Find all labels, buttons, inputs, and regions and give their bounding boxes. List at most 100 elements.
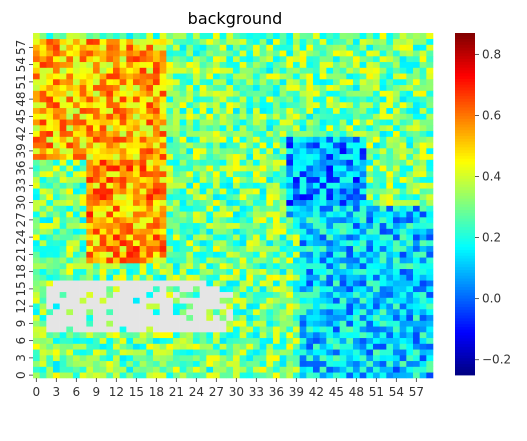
heatmap-cell	[379, 125, 387, 132]
heatmap-cell	[159, 56, 167, 63]
heatmap-cell	[113, 240, 120, 247]
colorbar-segment	[455, 64, 475, 68]
heatmap-cell	[413, 268, 420, 275]
heatmap-cell	[319, 188, 327, 195]
heatmap-cell	[173, 222, 180, 229]
heatmap-cell	[173, 107, 180, 114]
heatmap-cell	[119, 355, 127, 362]
heatmap-cell	[313, 102, 320, 109]
heatmap-cell	[179, 303, 187, 310]
heatmap-cell	[399, 176, 407, 183]
heatmap-cell	[99, 102, 107, 109]
heatmap-cell	[346, 291, 354, 298]
heatmap-cell	[419, 372, 427, 379]
heatmap-cell	[359, 251, 367, 258]
heatmap-cell	[159, 73, 167, 80]
heatmap-cell	[366, 119, 374, 126]
heatmap-cell	[99, 343, 107, 350]
heatmap-cell	[146, 263, 154, 270]
colorbar-segment	[455, 201, 475, 205]
heatmap-cell	[66, 56, 74, 63]
heatmap-cell	[359, 337, 367, 344]
heatmap-cell	[333, 337, 340, 344]
colorbar-segment	[455, 306, 475, 310]
heatmap-cell	[333, 234, 340, 241]
heatmap-cell	[253, 280, 260, 287]
heatmap-cell	[379, 56, 387, 63]
heatmap-cell	[386, 274, 394, 281]
heatmap-cell	[106, 205, 114, 212]
heatmap-cell	[206, 125, 214, 132]
heatmap-cell	[346, 165, 354, 172]
heatmap-cell	[59, 38, 67, 45]
heatmap-cell	[246, 90, 254, 97]
heatmap-cell	[339, 217, 347, 224]
heatmap-cell	[333, 136, 340, 143]
heatmap-cell	[106, 107, 114, 114]
heatmap-cell	[219, 291, 227, 298]
heatmap-cell	[413, 263, 420, 270]
heatmap-cell	[213, 286, 220, 293]
heatmap-cell	[133, 102, 140, 109]
colorbar-segment	[455, 138, 475, 142]
heatmap-cell	[146, 171, 154, 178]
heatmap-cell	[346, 50, 354, 57]
heatmap-cell	[246, 332, 254, 339]
heatmap-cell	[266, 360, 274, 367]
heatmap-cell	[413, 257, 420, 264]
heatmap-cell	[266, 211, 274, 218]
heatmap-cell	[119, 326, 127, 333]
heatmap-cell	[326, 67, 334, 74]
heatmap-cell	[186, 188, 194, 195]
heatmap-cell	[306, 245, 314, 252]
heatmap-cell	[53, 337, 60, 344]
heatmap-cell	[99, 165, 107, 172]
heatmap-cell	[386, 84, 394, 91]
heatmap-cell	[406, 96, 414, 103]
heatmap-cell	[113, 355, 120, 362]
heatmap-cell	[386, 263, 394, 270]
heatmap-cell	[126, 222, 134, 229]
heatmap-cell	[279, 309, 287, 316]
heatmap-cell	[239, 67, 247, 74]
heatmap-cell	[206, 194, 214, 201]
heatmap-cell	[266, 182, 274, 189]
heatmap-cell	[146, 332, 154, 339]
heatmap-cell	[133, 303, 140, 310]
heatmap-cell	[426, 337, 434, 344]
heatmap-cell	[299, 148, 307, 155]
heatmap-cell	[46, 125, 54, 132]
colorbar-segment	[455, 226, 475, 231]
heatmap-cell	[266, 217, 274, 224]
heatmap-cell	[53, 102, 60, 109]
heatmap-cell	[399, 360, 407, 367]
heatmap-cell	[139, 337, 147, 344]
heatmap-cell	[86, 153, 94, 160]
heatmap-cell	[186, 165, 194, 172]
heatmap-cell	[359, 240, 367, 247]
heatmap-cell	[326, 125, 334, 132]
heatmap-cell	[266, 343, 274, 350]
heatmap-cell	[186, 211, 194, 218]
heatmap-cell	[386, 142, 394, 149]
heatmap-cell	[353, 142, 360, 149]
heatmap-cell	[146, 182, 154, 189]
heatmap-cell	[213, 343, 220, 350]
heatmap-cell	[193, 314, 200, 321]
heatmap-cell	[173, 332, 180, 339]
heatmap-cell	[353, 33, 360, 40]
heatmap-cell	[153, 314, 160, 321]
heatmap-cell	[179, 38, 187, 45]
heatmap-cell	[366, 326, 374, 333]
heatmap-cell	[346, 343, 354, 350]
heatmap-cell	[33, 337, 40, 344]
heatmap-cell	[426, 125, 434, 132]
heatmap-cell	[79, 130, 87, 137]
heatmap-cell	[119, 274, 127, 281]
heatmap-cell	[233, 228, 240, 235]
heatmap-cell	[413, 291, 420, 298]
heatmap-cell	[173, 309, 180, 316]
heatmap-cell	[33, 33, 40, 40]
heatmap-cell	[286, 199, 294, 206]
heatmap-cell	[386, 61, 394, 68]
